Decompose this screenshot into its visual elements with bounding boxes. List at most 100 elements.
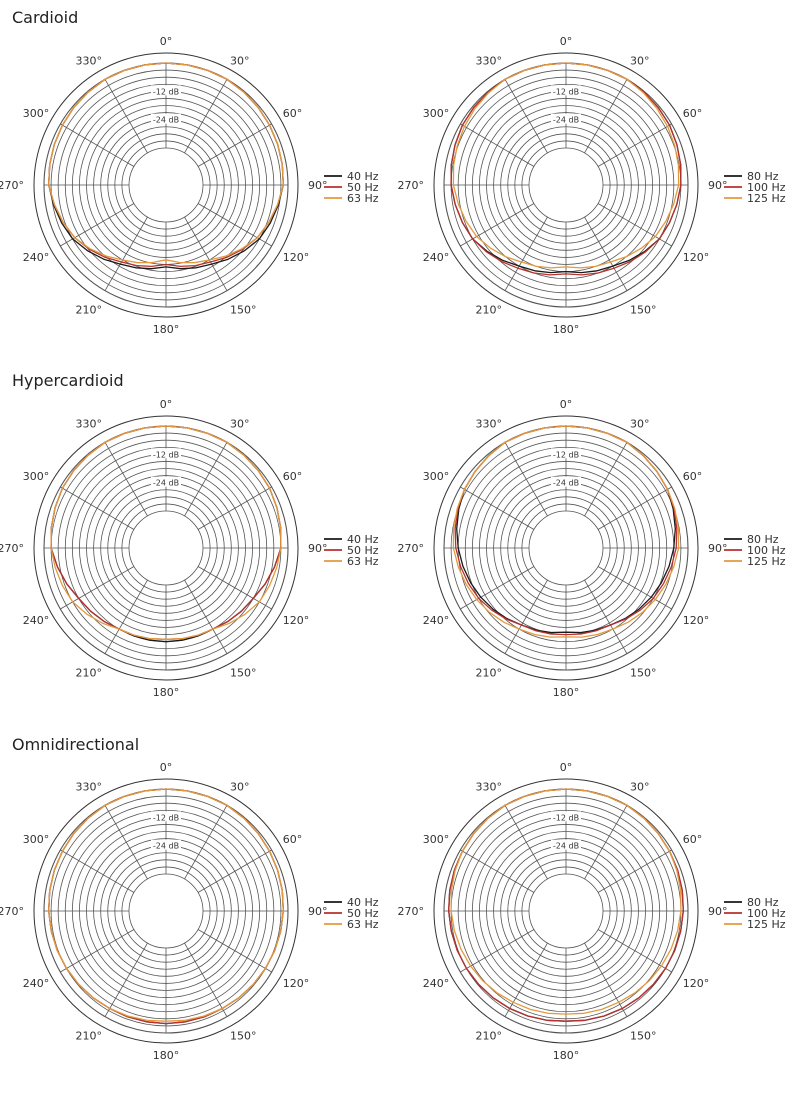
- polar-chart-cardioid-mid: -12 dB -24 dB 0° 30° 60° 90° 120° 150° 180° 210° 2…: [398, 30, 800, 370]
- polar-chart-hypercardioid-low: -12 dB -24 dB 0° 30° 60° 90° 120° 150° 180° 210° 2…: [0, 393, 400, 733]
- grid-spoke: [504, 216, 548, 291]
- polar-chart-omni-mid: -12 dB -24 dB 0° 30° 60° 90° 120° 150° 180° 210° 2…: [398, 756, 800, 1096]
- grid-spoke: [460, 929, 535, 973]
- angle-tick-label: 180°: [153, 323, 180, 336]
- angle-tick-label: 0°: [160, 761, 173, 774]
- polar-outer-frame: [433, 415, 699, 681]
- angle-tick-label: 150°: [230, 304, 257, 317]
- ring-label: -12 dB: [153, 450, 179, 459]
- polar-plot-svg: -12 dB -24 dB 0° 30° 60° 90° 120° 150° 180° 210° 2…: [0, 35, 379, 336]
- angle-tick-label: 0°: [560, 398, 573, 411]
- angle-tick-label: 270°: [0, 542, 24, 555]
- angle-tick-label: 300°: [423, 833, 450, 846]
- angle-tick-label: 180°: [553, 686, 580, 699]
- grid-spoke: [504, 579, 548, 654]
- legend-label: 40 Hz: [347, 896, 379, 909]
- polar-chart-omni-low: -12 dB -24 dB 0° 30° 60° 90° 120° 150° 180° 210° 2…: [0, 756, 400, 1096]
- legend-label: 125 Hz: [747, 918, 786, 931]
- ring-label: -12 dB: [553, 813, 579, 822]
- angle-tick-label: 30°: [630, 54, 650, 67]
- grid-spoke: [584, 579, 628, 654]
- angle-tick-label: 150°: [630, 304, 657, 317]
- angle-tick-label: 300°: [23, 833, 50, 846]
- polar-outer-frame: [433, 52, 699, 318]
- angle-tick-label: 330°: [476, 417, 503, 430]
- angle-tick-label: 30°: [230, 54, 250, 67]
- legend-label: 100 Hz: [747, 907, 786, 920]
- grid-spoke: [104, 442, 148, 517]
- series-line: [452, 425, 680, 638]
- grid-ring: [521, 140, 611, 230]
- series-line: [450, 788, 682, 1015]
- grid-spoke: [104, 942, 148, 1017]
- angle-tick-label: 300°: [23, 107, 50, 120]
- angle-tick-label: 210°: [76, 304, 103, 317]
- polar-outer-frame: [33, 778, 299, 1044]
- grid-ring: [528, 147, 604, 223]
- grid-spoke: [104, 805, 148, 880]
- angle-tick-label: 30°: [630, 417, 650, 430]
- ring-label-bg: [551, 839, 581, 850]
- series-line: [48, 62, 284, 264]
- angle-tick-label: 30°: [230, 780, 250, 793]
- angle-tick-label: 60°: [683, 470, 703, 483]
- angle-tick-label: 270°: [398, 179, 425, 192]
- angle-tick-label: 180°: [153, 1049, 180, 1062]
- angle-tick-label: 60°: [283, 833, 303, 846]
- grid-spoke: [197, 486, 272, 530]
- grid-spoke: [597, 849, 672, 893]
- grid-ring: [514, 496, 618, 600]
- angle-tick-label: 120°: [683, 977, 710, 990]
- ring-label-bg: [151, 448, 181, 459]
- legend-label: 100 Hz: [747, 181, 786, 194]
- angle-tick-label: 240°: [423, 251, 450, 264]
- section-title-omnidirectional: Omnidirectional: [12, 735, 140, 754]
- angle-tick-label: 330°: [476, 780, 503, 793]
- angle-tick-label: 330°: [476, 54, 503, 67]
- angle-tick-label: 270°: [0, 179, 24, 192]
- grid-spoke: [184, 805, 228, 880]
- angle-tick-label: 210°: [476, 1030, 503, 1043]
- angle-tick-label: 210°: [476, 304, 503, 317]
- ring-label: -24 dB: [553, 116, 579, 125]
- grid-ring: [128, 873, 204, 949]
- grid-ring: [121, 503, 211, 593]
- angle-tick-label: 300°: [23, 470, 50, 483]
- grid-ring: [521, 503, 611, 593]
- ring-label-bg: [551, 476, 581, 487]
- angle-tick-label: 90°: [308, 905, 328, 918]
- angle-tick-label: 90°: [708, 179, 728, 192]
- legend-label: 50 Hz: [347, 181, 379, 194]
- grid-ring: [114, 859, 218, 963]
- grid-spoke: [60, 849, 135, 893]
- ring-label: -12 dB: [553, 87, 579, 96]
- grid-spoke: [504, 79, 548, 154]
- section-title-cardioid: Cardioid: [12, 8, 79, 27]
- grid-ring: [114, 496, 218, 600]
- ring-label: -12 dB: [153, 87, 179, 96]
- polar-outer-frame: [33, 52, 299, 318]
- angle-tick-label: 150°: [630, 667, 657, 680]
- grid-spoke: [584, 79, 628, 154]
- grid-spoke: [504, 442, 548, 517]
- grid-spoke: [104, 579, 148, 654]
- polar-plot-svg: -12 dB -24 dB 0° 30° 60° 90° 120° 150° 180° 210° 2…: [0, 398, 379, 699]
- grid-ring: [121, 140, 211, 230]
- ring-label: -24 dB: [153, 479, 179, 488]
- grid-ring: [514, 133, 618, 237]
- ring-label-bg: [151, 113, 181, 124]
- ring-label-bg: [551, 448, 581, 459]
- grid-spoke: [197, 929, 272, 973]
- polar-outer-frame: [433, 778, 699, 1044]
- legend-label: 63 Hz: [347, 555, 379, 568]
- angle-tick-label: 0°: [560, 35, 573, 48]
- angle-tick-label: 120°: [283, 614, 310, 627]
- legend-label: 125 Hz: [747, 192, 786, 205]
- angle-tick-label: 240°: [423, 977, 450, 990]
- ring-label-bg: [551, 113, 581, 124]
- legend-label: 50 Hz: [347, 907, 379, 920]
- grid-spoke: [597, 566, 672, 610]
- legend-label: 80 Hz: [747, 533, 779, 546]
- angle-tick-label: 60°: [283, 470, 303, 483]
- angle-tick-label: 210°: [476, 667, 503, 680]
